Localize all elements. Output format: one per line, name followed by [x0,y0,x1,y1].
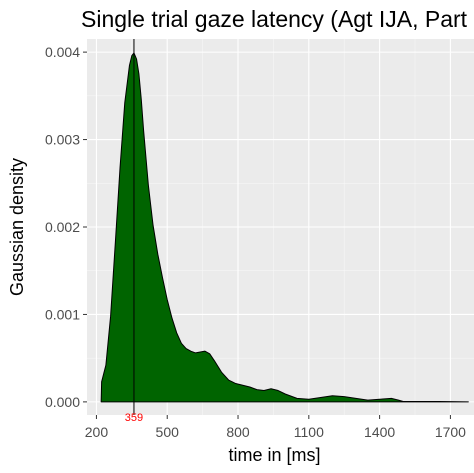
y-tick-label: 0.001 [45,306,80,322]
x-tick-label: 1400 [364,424,395,440]
x-tick-label: 1100 [294,424,324,440]
x-tick-label: 800 [226,424,250,440]
x-tick-label: 500 [156,424,180,440]
y-tick-label: 0.004 [45,44,80,60]
y-tick-label: 0.002 [45,219,80,235]
x-axis-ticks: 200 500 800 1100 1400 1700 [85,415,466,440]
x-axis-title: time in [ms] [228,445,320,465]
y-tick-label: 0.003 [45,132,80,148]
y-axis-title: Gaussian density [7,158,27,296]
reference-vline-label: 359 [125,412,143,424]
x-tick-label: 1700 [435,424,466,440]
y-axis-ticks: 0.000 0.001 0.002 0.003 0.004 [45,44,87,410]
y-tick-label: 0.000 [45,394,80,410]
x-tick-label: 200 [85,424,109,440]
chart-title: Single trial gaze latency (Agt IJA, Part… [81,6,474,32]
